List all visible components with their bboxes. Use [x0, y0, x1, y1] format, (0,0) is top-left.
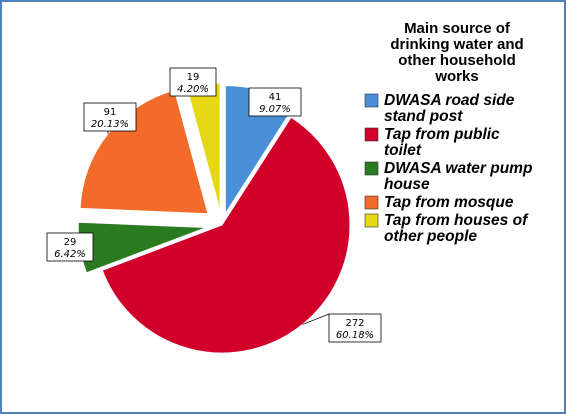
legend-item-1: DWASA road side stand post [364, 92, 515, 125]
data-label-box [248, 87, 302, 117]
data-label-3: 296.42% [46, 232, 94, 262]
legend-title: Main source of drinking water and other ho… [390, 20, 523, 85]
data-label-box [328, 313, 382, 343]
legend-item-2: Tap from public toilet [364, 126, 500, 159]
legend-label: Tap from mosque [384, 194, 514, 211]
data-label-count: 272 [345, 318, 364, 329]
legend-label: Tap from public toilet [384, 126, 500, 159]
data-label-percent: 4.20% [177, 84, 209, 95]
data-label-5: 194.20% [169, 67, 217, 97]
data-label-percent: 6.42% [54, 249, 86, 260]
legend-swatch [364, 161, 379, 176]
pie-slice-4 [79, 89, 209, 215]
pie-slice-2 [101, 116, 351, 354]
leader-line-2 [302, 313, 330, 325]
legend-item-3: DWASA water pump house [364, 160, 532, 193]
data-label-box [46, 232, 94, 262]
legend: Main source of drinking water and other ho… [364, 20, 532, 245]
pie-slices [77, 82, 351, 354]
legend-item-4: Tap from mosque [364, 194, 514, 211]
data-label-count: 19 [187, 72, 200, 83]
legend-label: DWASA road side stand post [384, 92, 515, 125]
legend-label: DWASA water pump house [384, 160, 532, 193]
legend-swatch [364, 93, 379, 108]
data-label-count: 41 [269, 92, 282, 103]
legend-label: Tap from houses of other people [384, 212, 529, 245]
data-label-percent: 60.18% [336, 330, 374, 341]
data-label-1: 419.07% [248, 87, 302, 117]
data-label-box [169, 67, 217, 97]
data-label-box [83, 102, 137, 132]
legend-swatch [364, 195, 379, 210]
data-label-percent: 20.13% [91, 119, 129, 130]
data-label-count: 91 [104, 107, 117, 118]
legend-swatch [364, 127, 379, 142]
data-label-percent: 9.07% [259, 104, 291, 115]
legend-swatch [364, 213, 379, 228]
data-label-count: 29 [64, 237, 77, 248]
legend-item-5: Tap from houses of other people [364, 212, 529, 245]
